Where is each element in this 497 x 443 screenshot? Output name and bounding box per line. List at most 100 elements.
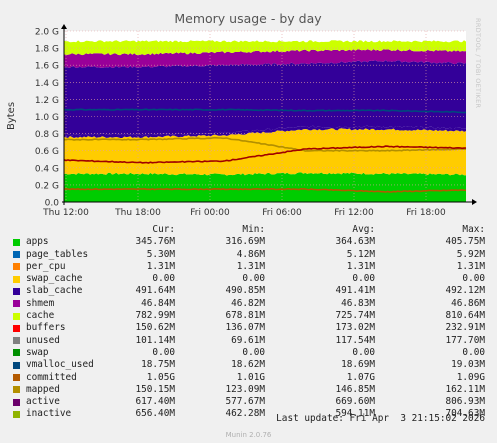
legend-cur: 0.00 xyxy=(152,346,175,358)
legend-min: 462.28M xyxy=(225,408,265,420)
legend-row-per_cpu: per_cpu 1.31M 1.31M 1.31M 1.31M xyxy=(0,261,497,273)
line-mapped xyxy=(63,187,467,193)
legend-cur: 782.99M xyxy=(135,310,175,322)
legend-max: 704.63M xyxy=(445,408,485,420)
legend-cur: 46.84M xyxy=(141,297,175,309)
y-tick-label: 2.0 G xyxy=(35,28,59,38)
y-tick-label: 1.6 G xyxy=(35,62,59,72)
legend-row-apps: apps 345.76M 316.69M 364.63M 405.75M xyxy=(0,236,497,248)
legend-name: vmalloc_used xyxy=(26,359,94,371)
header-min: Min: xyxy=(242,224,265,235)
legend-max: 492.12M xyxy=(445,285,485,297)
line-committed xyxy=(63,108,467,114)
rrdtool-credit: RRDTOOL / TOBI OETIKER xyxy=(474,18,482,109)
legend-row-cache: cache 782.99M 678.81M 725.74M 810.64M xyxy=(0,310,497,322)
legend-name: swap xyxy=(26,346,49,358)
y-axis-label: Bytes xyxy=(6,102,17,130)
legend-name: swap_cache xyxy=(26,273,83,285)
legend-cur: 5.30M xyxy=(146,248,175,260)
legend-name: inactive xyxy=(26,408,72,420)
x-ticks: Thu 12:00 Thu 18:00 Fri 00:00 Fri 06:00 Fri … xyxy=(42,208,446,218)
legend-swatch xyxy=(13,410,20,418)
area-series xyxy=(64,40,466,202)
legend-max: 162.11M xyxy=(445,383,485,395)
legend-swatch xyxy=(13,324,20,332)
legend-avg: 5.12M xyxy=(346,248,375,260)
legend-row-unused: unused 101.14M 69.61M 117.54M 177.70M xyxy=(0,335,497,347)
legend-max: 810.64M xyxy=(445,310,485,322)
legend-row-swap: swap 0.00 0.00 0.00 0.00 xyxy=(0,347,497,359)
legend-max: 1.31M xyxy=(456,260,485,272)
legend-max: 405.75M xyxy=(445,236,485,248)
legend-swatch xyxy=(13,374,20,382)
y-tick-label: 0.8 G xyxy=(35,130,59,140)
legend-min: 18.62M xyxy=(231,359,265,371)
legend-avg: 594.11M xyxy=(335,408,375,420)
legend-swatch xyxy=(13,349,20,357)
legend-row-vmalloc_used: vmalloc_used 18.75M 18.62M 18.69M 19.03M xyxy=(0,359,497,371)
line-inactive xyxy=(63,145,467,164)
legend-cur: 101.14M xyxy=(135,334,175,346)
legend-avg: 173.02M xyxy=(335,322,375,334)
y-ticks: 0.0 0.2 G 0.4 G 0.6 G 0.8 G 1.0 G 1.2 G 1.4 G 1.… xyxy=(35,28,59,209)
x-tick-label: Fri 12:00 xyxy=(334,208,374,218)
y-tick-label: 0.4 G xyxy=(35,164,59,174)
legend-swatch xyxy=(13,287,20,295)
legend-min: 490.85M xyxy=(225,285,265,297)
legend-row-buffers: buffers 150.62M 136.07M 173.02M 232.91M xyxy=(0,322,497,334)
legend-cur: 656.40M xyxy=(135,408,175,420)
header-cur: Cur: xyxy=(152,224,175,235)
legend-min: 136.07M xyxy=(225,322,265,334)
legend-row-mapped: mapped 150.15M 123.09M 146.85M 162.11M xyxy=(0,384,497,396)
legend-row-swap_cache: swap_cache 0.00 0.00 0.00 0.00 xyxy=(0,273,497,285)
legend-cur: 0.00 xyxy=(152,273,175,285)
legend-row-active: active 617.40M 577.67M 669.60M 806.93M xyxy=(0,396,497,408)
y-tick-label: 0.0 xyxy=(45,199,60,209)
legend-min: 123.09M xyxy=(225,383,265,395)
y-tick-label: 1.2 G xyxy=(35,96,59,106)
legend-swatch xyxy=(13,251,20,259)
header-max: Max: xyxy=(462,224,485,235)
legend-swatch xyxy=(13,337,20,345)
munin-version: Munin 2.0.76 xyxy=(225,431,272,439)
legend-swatch xyxy=(13,275,20,283)
legend-swatch xyxy=(13,312,20,320)
legend-cur: 1.31M xyxy=(146,260,175,272)
x-tick-label: Fri 06:00 xyxy=(262,208,302,218)
legend-min: 678.81M xyxy=(225,310,265,322)
area-buffers_top xyxy=(64,49,466,68)
legend-name: apps xyxy=(26,236,49,248)
legend-max: 232.91M xyxy=(445,322,485,334)
legend-name: buffers xyxy=(26,322,66,334)
y-tick-label: 0.6 G xyxy=(35,147,59,157)
legend-cur: 617.40M xyxy=(135,396,175,408)
legend-min: 4.86M xyxy=(236,248,265,260)
grid xyxy=(64,30,466,202)
legend-avg: 117.54M xyxy=(335,334,375,346)
header-avg: Avg: xyxy=(352,224,375,235)
legend-name: page_tables xyxy=(26,248,89,260)
legend-min: 69.61M xyxy=(231,334,265,346)
legend-row-slab_cache: slab_cache 491.64M 490.85M 491.41M 492.12M xyxy=(0,285,497,297)
legend-swatch xyxy=(13,300,20,308)
legend-avg: 1.07G xyxy=(346,371,375,383)
legend-name: slab_cache xyxy=(26,285,83,297)
legend-swatch xyxy=(13,361,20,369)
area-buffers xyxy=(64,60,466,136)
area-cache xyxy=(64,128,466,176)
area-unused xyxy=(64,40,466,56)
legend-cur: 1.05G xyxy=(146,371,175,383)
y-tick-label: 1.4 G xyxy=(35,79,59,89)
area-apps xyxy=(64,172,466,202)
y-tick-label: 0.2 G xyxy=(35,181,59,191)
x-tick-label: Fri 00:00 xyxy=(190,208,230,218)
legend-min: 1.01G xyxy=(236,371,265,383)
legend-avg: 725.74M xyxy=(335,310,375,322)
legend-cur: 18.75M xyxy=(141,359,175,371)
legend-max: 177.70M xyxy=(445,334,485,346)
legend-row-page_tables: page_tables 5.30M 4.86M 5.12M 5.92M xyxy=(0,249,497,261)
memory-chart: Memory usage - by day Bytes 0.0 0.2 G 0.4 … xyxy=(6,11,477,218)
x-tick-label: Thu 18:00 xyxy=(114,208,161,218)
legend-min: 577.67M xyxy=(225,396,265,408)
